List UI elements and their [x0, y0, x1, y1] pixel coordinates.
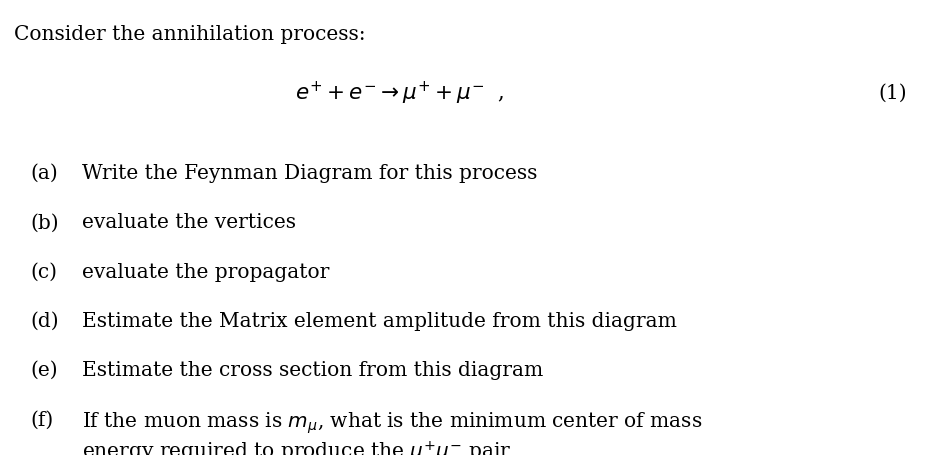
Text: energy required to produce the $\mu^{+}\mu^{-}$ pair: energy required to produce the $\mu^{+}\… — [82, 439, 512, 455]
Text: Write the Feynman Diagram for this process: Write the Feynman Diagram for this proce… — [82, 164, 538, 183]
Text: (a): (a) — [31, 164, 59, 183]
Text: (1): (1) — [878, 84, 907, 103]
Text: evaluate the vertices: evaluate the vertices — [82, 213, 296, 232]
Text: (d): (d) — [31, 311, 60, 330]
Text: $e^{+} + e^{-} \rightarrow \mu^{+} + \mu^{-}\;$ ,: $e^{+} + e^{-} \rightarrow \mu^{+} + \mu… — [296, 80, 504, 107]
Text: (f): (f) — [31, 410, 54, 429]
Text: evaluate the propagator: evaluate the propagator — [82, 262, 329, 281]
Text: Estimate the cross section from this diagram: Estimate the cross section from this dia… — [82, 360, 543, 379]
Text: (e): (e) — [31, 360, 59, 379]
Text: (b): (b) — [31, 213, 60, 232]
Text: Consider the annihilation process:: Consider the annihilation process: — [14, 25, 365, 44]
Text: (c): (c) — [31, 262, 58, 281]
Text: If the muon mass is $m_{\mu}$, what is the minimum center of mass: If the muon mass is $m_{\mu}$, what is t… — [82, 410, 702, 435]
Text: Estimate the Matrix element amplitude from this diagram: Estimate the Matrix element amplitude fr… — [82, 311, 677, 330]
